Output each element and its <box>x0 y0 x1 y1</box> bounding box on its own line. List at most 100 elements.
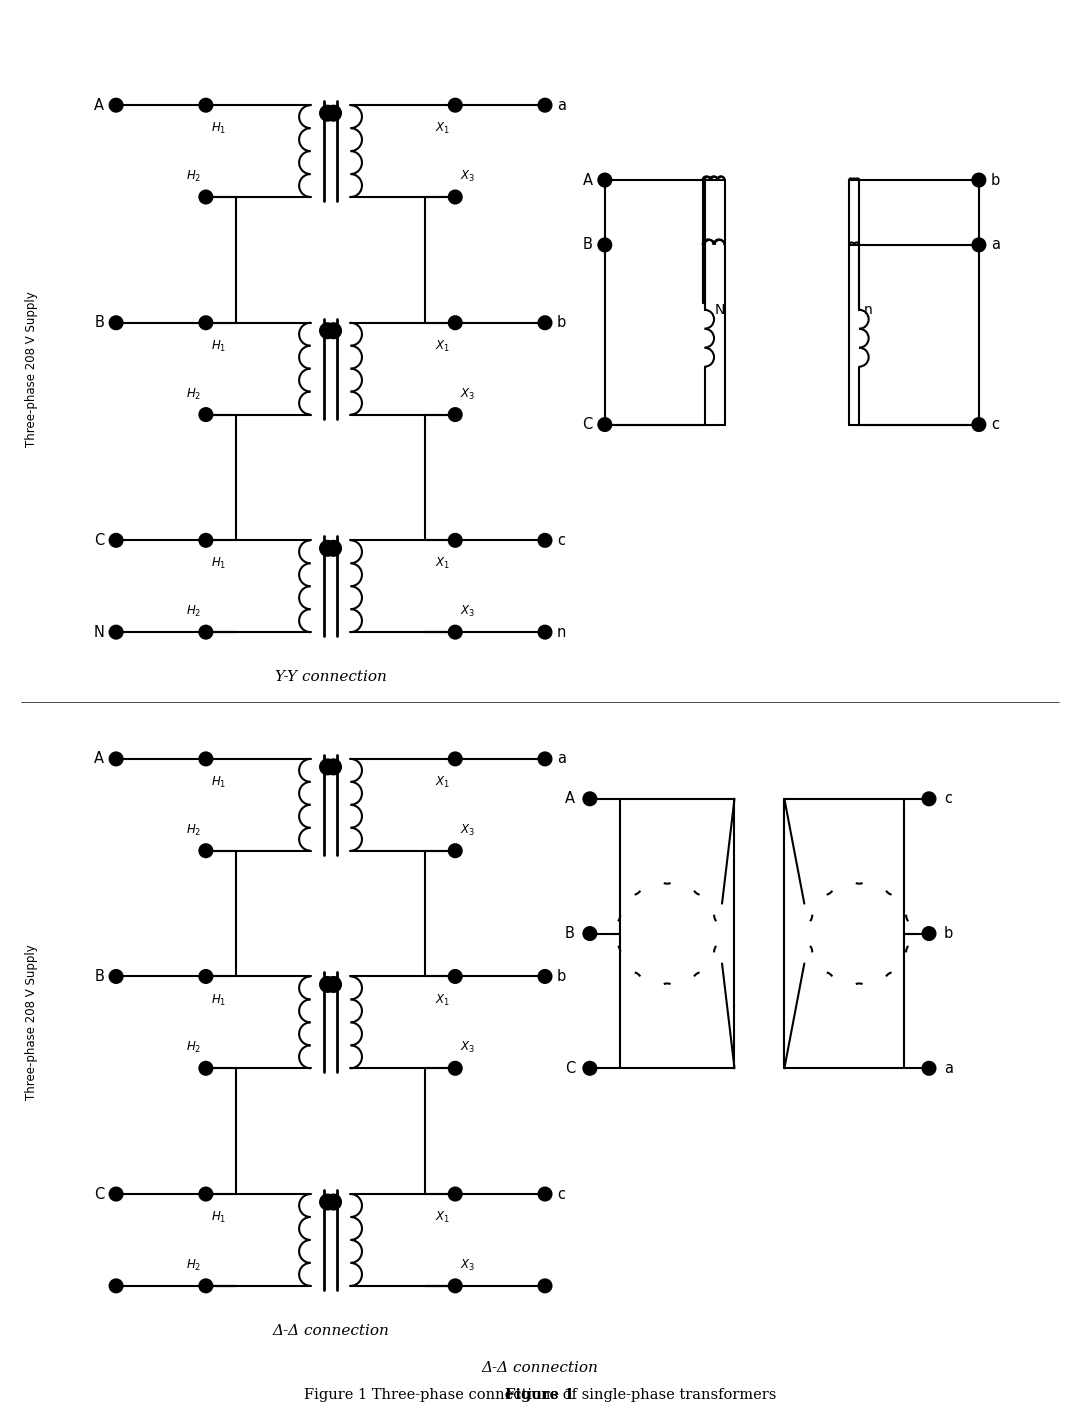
Circle shape <box>598 419 611 431</box>
Circle shape <box>109 625 122 639</box>
Circle shape <box>200 317 213 329</box>
Circle shape <box>200 534 213 547</box>
Text: A: A <box>565 792 575 806</box>
Text: Y-Y connection: Y-Y connection <box>274 670 387 684</box>
Circle shape <box>922 792 935 806</box>
Circle shape <box>598 239 611 252</box>
Circle shape <box>200 752 213 765</box>
Text: A: A <box>94 98 104 113</box>
Text: $H_1$: $H_1$ <box>211 775 226 790</box>
Circle shape <box>922 928 935 940</box>
Text: Figure 1 Three-phase connections of single-phase transformers: Figure 1 Three-phase connections of sing… <box>303 1387 777 1401</box>
Circle shape <box>200 1280 213 1292</box>
Text: c: c <box>990 417 999 433</box>
Text: $H_2$: $H_2$ <box>186 823 201 837</box>
Text: $X_3$: $X_3$ <box>460 1041 475 1055</box>
Text: $X_3$: $X_3$ <box>460 168 475 184</box>
Circle shape <box>320 759 335 775</box>
Text: a: a <box>557 98 566 113</box>
Circle shape <box>109 534 122 547</box>
Circle shape <box>326 759 341 775</box>
Circle shape <box>448 844 462 857</box>
Circle shape <box>972 239 985 252</box>
Circle shape <box>109 317 122 329</box>
Text: B: B <box>583 238 593 253</box>
Text: $X_3$: $X_3$ <box>460 1258 475 1273</box>
Circle shape <box>448 970 462 983</box>
Text: $X_1$: $X_1$ <box>435 993 450 1008</box>
Circle shape <box>326 106 341 120</box>
Circle shape <box>320 324 335 338</box>
Circle shape <box>448 625 462 639</box>
Text: B: B <box>94 969 104 984</box>
Text: $X_1$: $X_1$ <box>435 556 450 571</box>
Circle shape <box>583 928 596 940</box>
Circle shape <box>200 970 213 983</box>
Circle shape <box>583 792 596 806</box>
Circle shape <box>448 317 462 329</box>
Text: n: n <box>557 625 566 639</box>
Text: $H_1$: $H_1$ <box>211 339 226 354</box>
Text: $H_2$: $H_2$ <box>186 1041 201 1055</box>
Text: C: C <box>94 1186 104 1202</box>
Circle shape <box>109 970 122 983</box>
Circle shape <box>583 1062 596 1075</box>
Text: N: N <box>715 303 725 317</box>
Text: $H_1$: $H_1$ <box>211 1210 226 1225</box>
Circle shape <box>109 1280 122 1292</box>
Text: Figure 1: Figure 1 <box>505 1387 575 1401</box>
Circle shape <box>922 1062 935 1075</box>
Text: n: n <box>864 303 873 317</box>
Text: $H_1$: $H_1$ <box>211 556 226 571</box>
Text: Three-phase 208 V Supply: Three-phase 208 V Supply <box>25 291 38 447</box>
Text: Δ-Δ connection: Δ-Δ connection <box>482 1360 598 1374</box>
Circle shape <box>109 1188 122 1200</box>
Text: $H_2$: $H_2$ <box>186 386 201 402</box>
Text: $X_3$: $X_3$ <box>460 604 475 619</box>
Circle shape <box>539 99 552 112</box>
Text: A: A <box>94 751 104 766</box>
Text: $H_1$: $H_1$ <box>211 993 226 1008</box>
Circle shape <box>972 419 985 431</box>
Circle shape <box>448 191 462 204</box>
Text: a: a <box>944 1060 953 1076</box>
Text: $H_2$: $H_2$ <box>186 168 201 184</box>
Circle shape <box>320 540 335 556</box>
Circle shape <box>448 99 462 112</box>
Circle shape <box>448 534 462 547</box>
Text: Three-phase 208 V Supply: Three-phase 208 V Supply <box>25 945 38 1100</box>
Circle shape <box>539 625 552 639</box>
Circle shape <box>109 752 122 765</box>
Circle shape <box>539 752 552 765</box>
Circle shape <box>200 844 213 857</box>
Text: a: a <box>557 751 566 766</box>
Text: $X_3$: $X_3$ <box>460 823 475 837</box>
Text: B: B <box>94 315 104 331</box>
Text: b: b <box>557 315 566 331</box>
Text: Δ-Δ connection: Δ-Δ connection <box>272 1324 389 1338</box>
Text: b: b <box>990 173 1000 188</box>
Text: C: C <box>582 417 593 433</box>
Text: $X_1$: $X_1$ <box>435 339 450 354</box>
Circle shape <box>200 625 213 639</box>
Text: B: B <box>565 926 575 942</box>
Circle shape <box>972 174 985 187</box>
Text: C: C <box>94 533 104 547</box>
Circle shape <box>326 324 341 338</box>
Circle shape <box>448 1188 462 1200</box>
Circle shape <box>200 191 213 204</box>
Text: c: c <box>944 792 951 806</box>
Text: $H_2$: $H_2$ <box>186 604 201 619</box>
Text: b: b <box>557 969 566 984</box>
Text: $X_1$: $X_1$ <box>435 122 450 136</box>
Text: $H_2$: $H_2$ <box>186 1258 201 1273</box>
Text: b: b <box>944 926 954 942</box>
Text: N: N <box>93 625 104 639</box>
Text: c: c <box>557 1186 565 1202</box>
Circle shape <box>320 106 335 120</box>
Text: $X_3$: $X_3$ <box>460 386 475 402</box>
Circle shape <box>448 752 462 765</box>
Text: $X_1$: $X_1$ <box>435 1210 450 1225</box>
Circle shape <box>448 409 462 421</box>
Circle shape <box>326 977 341 993</box>
